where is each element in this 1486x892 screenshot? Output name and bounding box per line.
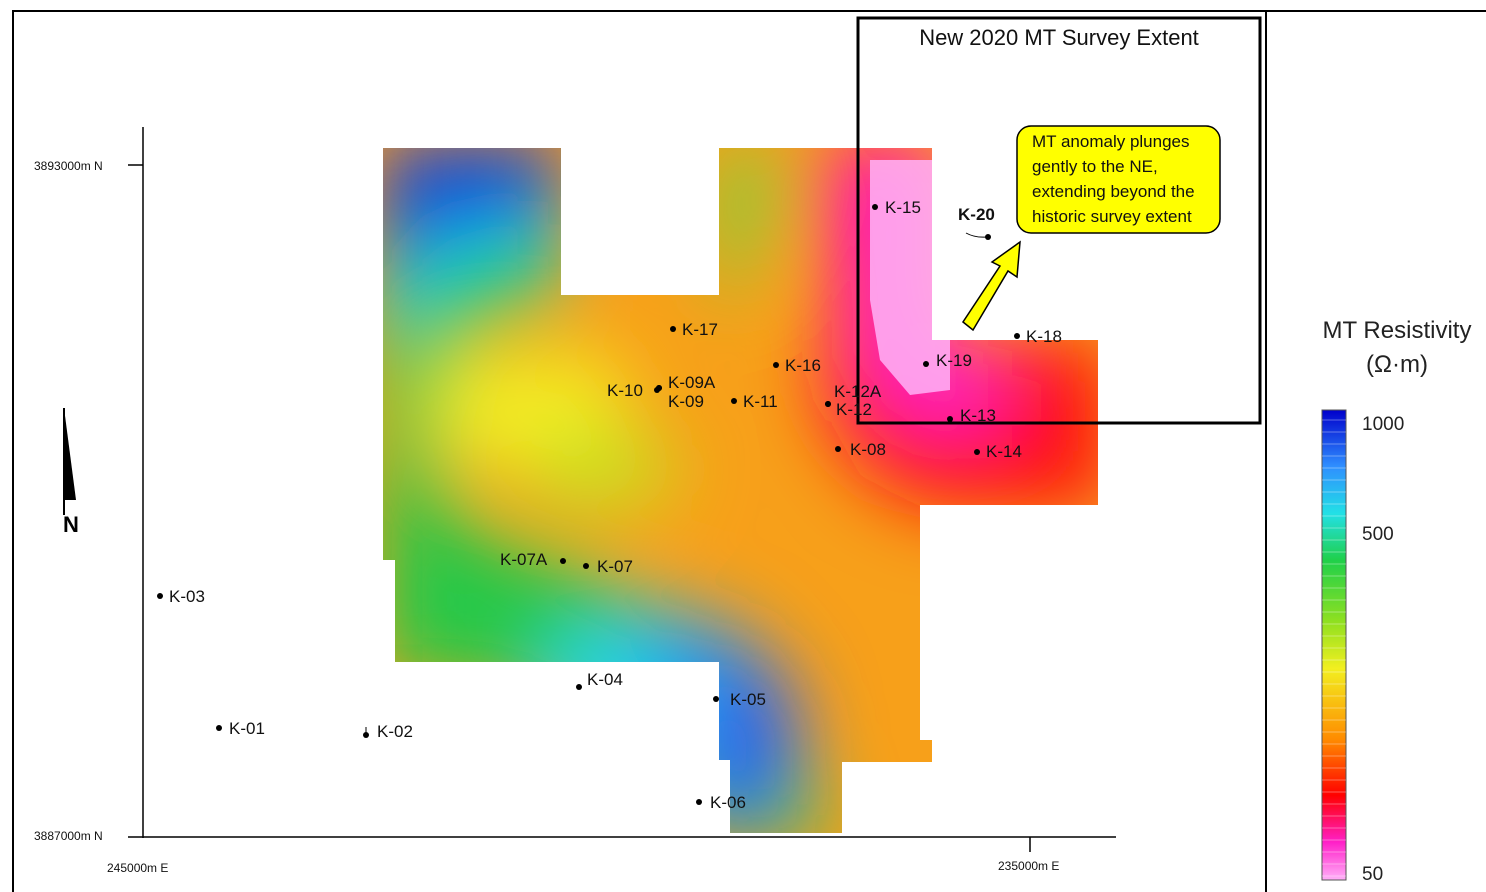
well-label-k-15: K-15 bbox=[885, 198, 921, 217]
callout-arrow bbox=[961, 240, 1021, 332]
well-label-k-07: K-07 bbox=[597, 557, 633, 576]
well-label-k-09a: K-09A bbox=[668, 373, 716, 392]
legend-tick-1000: 1000 bbox=[1362, 414, 1404, 435]
survey-extent-box bbox=[856, 16, 1262, 425]
northing-top-label: 3893000m N bbox=[34, 159, 103, 173]
well-label-k-13: K-13 bbox=[960, 406, 996, 425]
well-marker-k-04 bbox=[576, 684, 582, 690]
well-marker-k-20 bbox=[985, 234, 991, 240]
well-label-k-08: K-08 bbox=[850, 440, 886, 459]
well-label-k-03: K-03 bbox=[169, 587, 205, 606]
north-arrow-icon: N bbox=[63, 408, 79, 537]
survey-extent-title: New 2020 MT Survey Extent bbox=[919, 25, 1199, 50]
well-marker-k-15 bbox=[872, 204, 878, 210]
legend-tick-50: 50 bbox=[1362, 864, 1383, 885]
well-label-k-12a: K-12A bbox=[834, 382, 882, 401]
legend-color-ramp bbox=[1321, 409, 1347, 881]
resistivity-surface bbox=[383, 148, 1098, 833]
well-marker-k-08 bbox=[835, 446, 841, 452]
well-label-k-19: K-19 bbox=[936, 351, 972, 370]
well-marker-k-11 bbox=[731, 398, 737, 404]
well-label-k-10: K-10 bbox=[607, 381, 643, 400]
svg-text:extending beyond the: extending beyond the bbox=[1032, 182, 1195, 201]
legend-tick-500: 500 bbox=[1362, 524, 1394, 545]
map-frame bbox=[12, 10, 1486, 892]
well-marker-k-06 bbox=[696, 799, 702, 805]
well-label-k-01: K-01 bbox=[229, 719, 265, 738]
k-20-trace bbox=[965, 232, 988, 238]
well-marker-k-05 bbox=[713, 696, 719, 702]
well-label-k-04: K-04 bbox=[587, 670, 623, 689]
well-label-k-17: K-17 bbox=[682, 320, 718, 339]
well-marker-k-03 bbox=[157, 593, 163, 599]
svg-text:N: N bbox=[63, 512, 79, 537]
easting-left-label: 245000m E bbox=[107, 861, 168, 875]
svg-text:MT anomaly plunges: MT anomaly plunges bbox=[1032, 132, 1190, 151]
well-marker-k-01 bbox=[216, 725, 222, 731]
well-marker-k-14 bbox=[974, 449, 980, 455]
well-label-k-14: K-14 bbox=[986, 442, 1022, 461]
well-marker-k-18 bbox=[1014, 333, 1020, 339]
well-label-k-02: K-02 bbox=[377, 722, 413, 741]
well-label-k-06: K-06 bbox=[710, 793, 746, 812]
well-marker-k-12 bbox=[825, 401, 831, 407]
well-label-k-07a: K-07A bbox=[500, 550, 548, 569]
well-marker-k-17 bbox=[670, 326, 676, 332]
easting-right-label: 235000m E bbox=[998, 859, 1059, 873]
map-axes bbox=[128, 127, 1116, 852]
well-marker-k-07a bbox=[560, 558, 566, 564]
well-label-k-11: K-11 bbox=[743, 392, 778, 411]
svg-text:(Ω·m): (Ω·m) bbox=[1366, 351, 1428, 378]
well-marker-k-09 bbox=[656, 385, 662, 391]
svg-text:gently to the NE,: gently to the NE, bbox=[1032, 157, 1158, 176]
well-marker-k-16 bbox=[773, 362, 779, 368]
svg-text:historic survey extent: historic survey extent bbox=[1032, 207, 1192, 226]
well-label-k-09: K-09 bbox=[668, 392, 704, 411]
well-label-k-18: K-18 bbox=[1026, 327, 1062, 346]
anomaly-callout: MT anomaly plunges gently to the NE, ext… bbox=[1016, 125, 1221, 234]
svg-text:MT Resistivity: MT Resistivity bbox=[1323, 317, 1472, 344]
well-marker-k-13 bbox=[947, 416, 953, 422]
well-label-k-12: K-12 bbox=[836, 400, 872, 419]
well-label-k-20: K-20 bbox=[958, 205, 995, 224]
well-marker-k-07 bbox=[583, 563, 589, 569]
legend: MT Resistivity (Ω·m) 1000 500 50 bbox=[1321, 317, 1472, 885]
well-label-k-16: K-16 bbox=[785, 356, 821, 375]
legend-divider bbox=[1265, 10, 1267, 892]
well-marker-k-19 bbox=[923, 361, 929, 367]
well-label-k-05: K-05 bbox=[730, 690, 766, 709]
northing-bottom-label: 3887000m N bbox=[34, 829, 103, 843]
